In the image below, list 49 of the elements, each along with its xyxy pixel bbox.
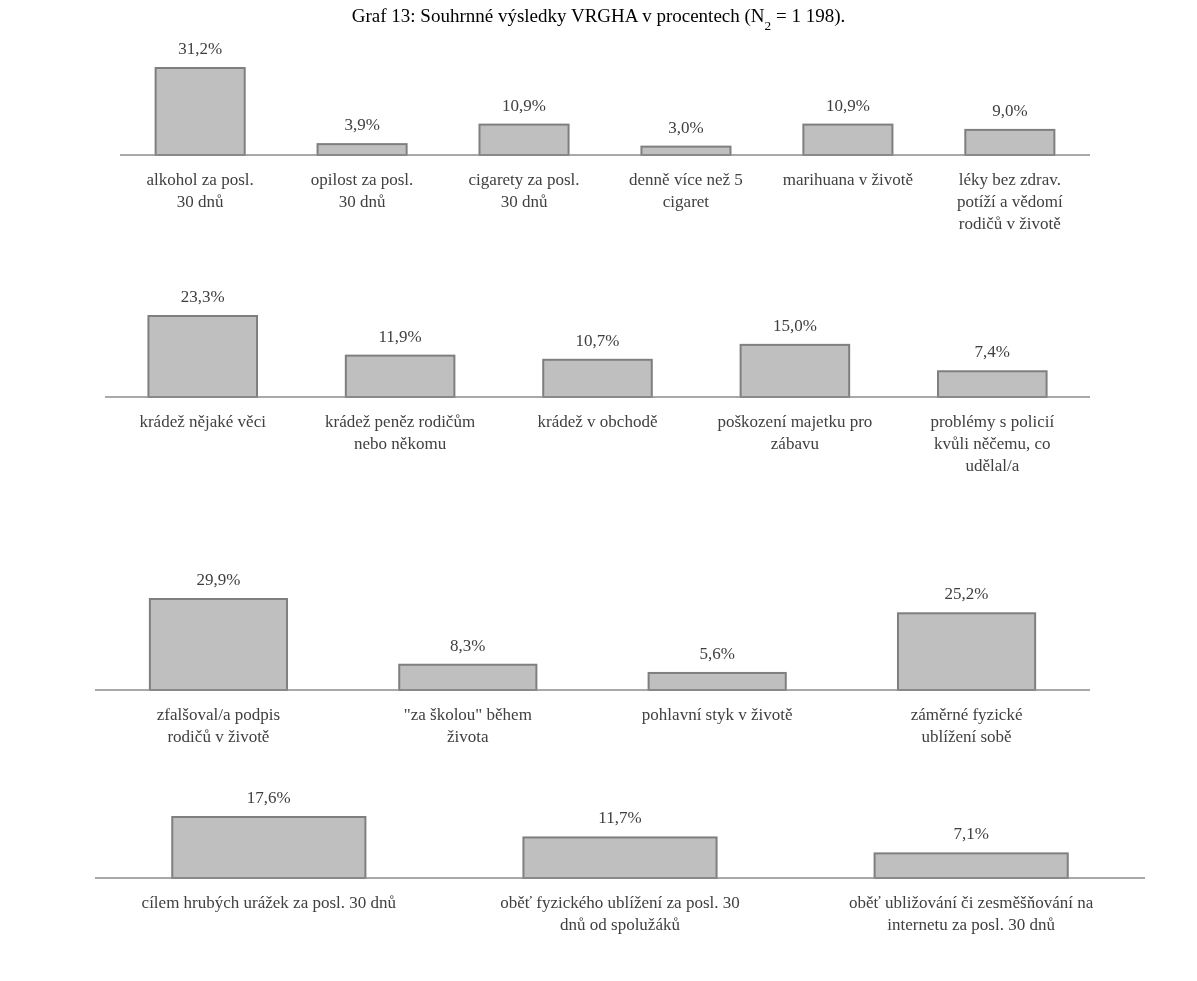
x-tick-label: záměrné fyzické ublížení sobě	[910, 705, 1023, 746]
data-label: 7,4%	[974, 342, 1010, 362]
x-tick-label: alkohol za posl. 30 dnů	[146, 170, 254, 211]
data-label: 17,6%	[246, 788, 291, 807]
bar	[964, 128, 1056, 156]
x-tick-label: problémy s policií kvůli něčemu, co udělal/a	[930, 412, 1055, 475]
x-tick-label: marihuana v životě	[782, 170, 914, 189]
data-label: 25,2%	[944, 584, 989, 604]
data-label: 23,3%	[180, 287, 225, 306]
bar	[802, 123, 894, 156]
data-label: 8,3%	[450, 635, 486, 655]
data-label: 5,6%	[699, 643, 735, 663]
data-label: 15,0%	[772, 315, 817, 335]
x-tick-label: poškození majetku pro zábavu	[717, 412, 873, 453]
data-label: 29,9%	[196, 570, 241, 589]
bar	[154, 67, 246, 156]
x-tick-label: oběť ubližování či zesměšňování na internetu za posl. 30 dnů	[849, 893, 1094, 934]
bar	[896, 612, 1037, 691]
x-tick-label: pohlavní styk v životě	[641, 705, 793, 724]
data-label: 11,7%	[598, 808, 642, 828]
data-label: 10,9%	[502, 95, 546, 115]
bar	[148, 598, 289, 691]
x-tick-label: zfalšoval/a podpis rodičů v životě	[156, 705, 281, 746]
bar	[147, 315, 258, 398]
x-tick-label: oběť fyzického ublížení za posl. 30 dnů od spolužáků	[500, 893, 740, 934]
x-tick-label: denně více než 5 cigaret	[629, 170, 743, 211]
bar	[398, 663, 538, 691]
x-tick-label: cílem hrubých urážek za posl. 30 dnů	[141, 893, 397, 912]
data-label: 10,7%	[575, 330, 620, 350]
x-tick-label: krádež peněz rodičům nebo někomu	[325, 412, 476, 453]
data-label: 3,9%	[344, 115, 380, 135]
data-label: 7,1%	[953, 824, 989, 844]
data-label: 10,9%	[825, 95, 870, 115]
bar	[739, 343, 851, 398]
x-tick-label: cigarety za posl. 30 dnů	[468, 170, 580, 211]
data-label: 3,0%	[668, 117, 704, 137]
bar	[344, 354, 456, 398]
x-tick-label: léky bez zdrav. potíží a vědomí rodičů v životě	[956, 170, 1063, 233]
bar	[937, 370, 1048, 398]
x-tick-label: krádež v obchodě	[537, 412, 658, 431]
data-label: 31,2%	[178, 39, 223, 58]
x-tick-label: opilost za posl. 30 dnů	[310, 170, 414, 211]
x-tick-label: "za školou" během života	[403, 705, 532, 746]
chart-title: Graf 13: Souhrnné výsledky VRGHA v procentech (N$_{2}$ = 1 198).	[351, 5, 846, 33]
data-label: 9,0%	[992, 100, 1028, 120]
data-label: 11,9%	[378, 326, 422, 346]
x-tick-label: krádež nějaké věci	[139, 412, 267, 431]
bar	[478, 123, 570, 156]
bar	[542, 358, 653, 398]
